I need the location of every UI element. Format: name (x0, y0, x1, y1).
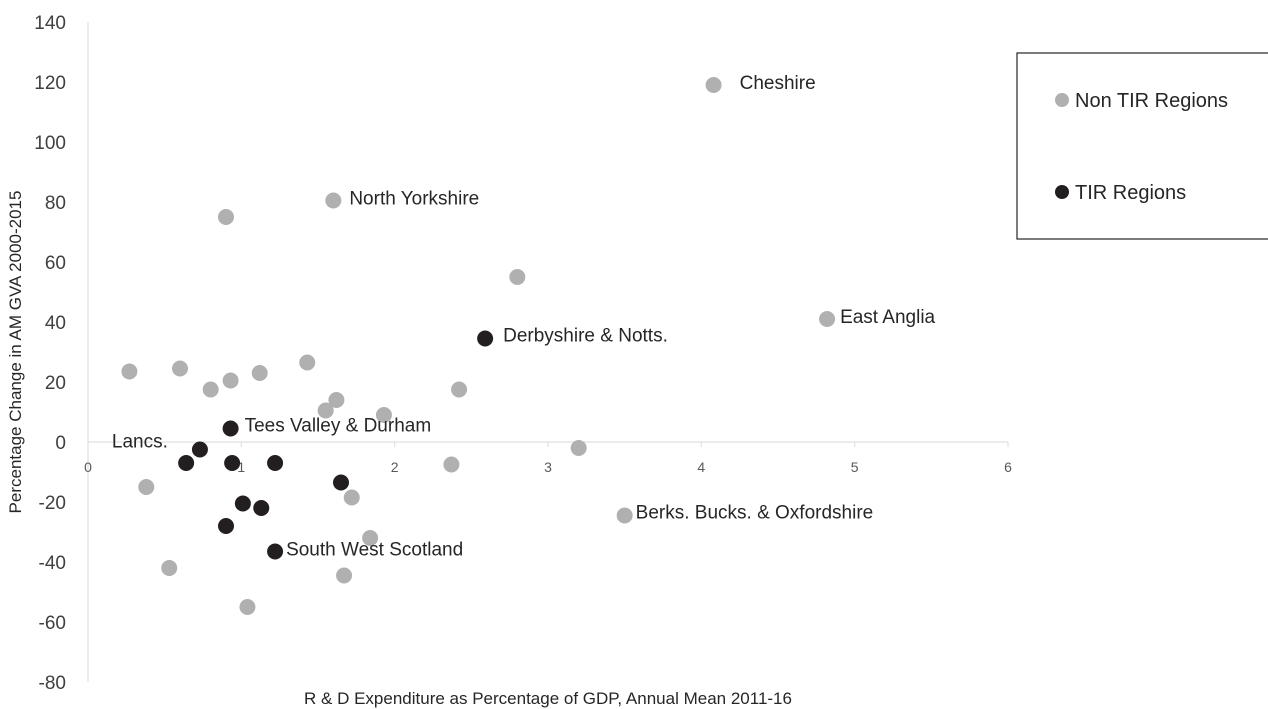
non-tir-point (202, 381, 219, 398)
y-tick-label: 0 (55, 433, 66, 454)
point-label: North Yorkshire (349, 189, 479, 210)
x-tick-label: 1 (237, 459, 245, 475)
y-axis: -80 -60 -40 -20 0 20 40 60 80 100 120 140 (34, 13, 89, 694)
point-label: Lancs. (112, 432, 168, 453)
tir-point (267, 455, 284, 471)
tir-point (178, 455, 195, 471)
x-tick-label: 6 (1004, 459, 1012, 475)
y-tick-label: -40 (39, 553, 66, 574)
tir-point (253, 500, 270, 516)
non-tir-point (299, 354, 316, 371)
tir-point (477, 330, 494, 347)
tir-point (333, 474, 349, 491)
legend-box (1016, 52, 1268, 240)
non-tir-point (336, 567, 353, 584)
non-tir-point (138, 479, 155, 495)
point-label: Tees Valley & Durham (245, 416, 432, 437)
tir-point (267, 543, 284, 560)
non-tir-point (328, 392, 345, 408)
non-tir-point (172, 360, 188, 377)
y-tick-label: -20 (39, 493, 66, 514)
y-tick-label: 20 (45, 373, 66, 394)
non-tir-point (251, 365, 268, 381)
tir-point (218, 518, 234, 534)
y-tick-label: -60 (39, 613, 66, 634)
y-tick-label: 140 (34, 13, 66, 34)
non-tir-point (218, 209, 234, 225)
non-tir-point (362, 530, 379, 546)
non-tir-point (239, 599, 256, 615)
y-tick-label: 80 (45, 193, 66, 214)
non-tir-point (451, 381, 468, 398)
y-tick-label: 100 (34, 133, 66, 154)
y-tick-label: 120 (34, 73, 66, 94)
non-tir-point (222, 372, 239, 389)
y-tick-label: 60 (45, 253, 66, 274)
point-label: Berks. Bucks. & Oxfordshire (636, 503, 874, 524)
legend-marker-tir (1055, 185, 1069, 199)
tir-point (222, 420, 239, 437)
non-tir-point (570, 440, 587, 456)
non-tir-point (161, 560, 178, 576)
y-tick-label: 40 (45, 313, 66, 334)
data-points (121, 77, 836, 615)
legend-label-non-tir: Non TIR Regions (1075, 90, 1228, 112)
y-tick-label: -80 (39, 673, 66, 694)
x-axis-title: R & D Expenditure as Percentage of GDP, … (304, 689, 792, 708)
x-tick-label: 4 (697, 459, 705, 475)
x-tick-label: 5 (851, 459, 859, 475)
legend-marker-non-tir (1055, 93, 1069, 107)
x-axis: 0 1 2 3 4 5 6 (84, 441, 1012, 475)
tir-point (234, 495, 251, 512)
legend: Non TIR Regions TIR Regions (1016, 52, 1268, 240)
non-tir-point (819, 311, 836, 327)
non-tir-point (509, 269, 526, 285)
non-tir-point (375, 407, 392, 423)
x-tick-label: 3 (544, 459, 552, 475)
point-label: South West Scotland (286, 540, 463, 561)
point-label: East Anglia (840, 307, 935, 328)
legend-label-tir: TIR Regions (1075, 182, 1186, 204)
x-tick-label: 0 (84, 459, 92, 475)
point-label: Derbyshire & Notts. (503, 326, 668, 347)
point-label: Cheshire (740, 73, 816, 94)
non-tir-point (317, 402, 334, 419)
non-tir-point (325, 192, 342, 209)
y-axis-title: Percentage Change in AM GVA 2000-2015 (6, 191, 25, 514)
non-tir-point (443, 456, 460, 473)
tir-point (224, 455, 241, 471)
data-point-labels: Cheshire North Yorkshire East Anglia Berks.… (112, 73, 936, 561)
non-tir-point (616, 507, 633, 524)
non-tir-point (121, 363, 138, 380)
non-tir-point (343, 489, 360, 506)
non-tir-point (705, 77, 722, 93)
x-tick-label: 2 (391, 459, 399, 475)
tir-point (191, 441, 208, 458)
